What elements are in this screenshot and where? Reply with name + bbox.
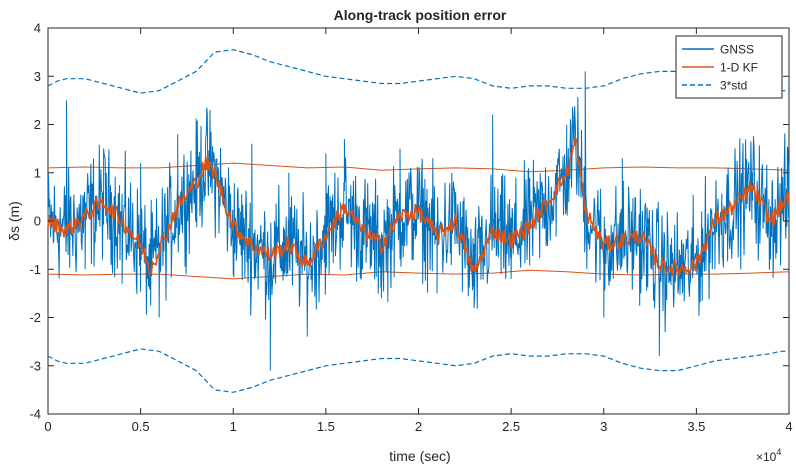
x-tick-label: 1.5 bbox=[317, 419, 335, 434]
x-exponent-label: ×104 bbox=[756, 447, 781, 464]
y-tick-label: 3 bbox=[34, 69, 41, 84]
axes-layer: 0 0.5 1 1.5 2 2.5 3 3.5 4 -4 -3 -2 -1 0 1 2 3 4 bbox=[29, 21, 792, 435]
kf-series-line bbox=[47, 137, 790, 278]
x-tick-label: 1 bbox=[230, 419, 237, 434]
three-std-upper-line bbox=[47, 49, 789, 94]
three-std-layer bbox=[47, 49, 789, 393]
y-tick-label: 0 bbox=[34, 214, 41, 229]
three-std-lower-line bbox=[47, 348, 789, 393]
legend-label: 1-D KF bbox=[720, 61, 758, 75]
x-tick-label: 3.5 bbox=[687, 419, 705, 434]
y-tick-label: 2 bbox=[34, 117, 41, 132]
x-axis-label: time (sec) bbox=[389, 448, 450, 464]
y-tick-label: -2 bbox=[29, 310, 41, 325]
x-tick-label: 0.5 bbox=[132, 419, 150, 434]
legend: GNSS 1-D KF 3*std bbox=[675, 35, 783, 99]
gnss-series-line bbox=[47, 71, 790, 371]
x-tick-label: 3 bbox=[600, 419, 607, 434]
x-tick-label: 2 bbox=[415, 419, 422, 434]
x-tick-label: 4 bbox=[785, 419, 792, 434]
kf-series-layer bbox=[47, 137, 790, 278]
y-tick-label: -4 bbox=[29, 407, 41, 422]
x-exponent-power: 4 bbox=[776, 447, 781, 457]
chart-title: Along-track position error bbox=[334, 7, 507, 23]
legend-label: 3*std bbox=[720, 79, 747, 93]
y-tick-label: -3 bbox=[29, 358, 41, 373]
x-tick-label: 0 bbox=[44, 419, 51, 434]
gnss-series-layer bbox=[47, 71, 790, 371]
x-tick-label: 2.5 bbox=[502, 419, 520, 434]
y-tick-label: 4 bbox=[34, 21, 41, 36]
legend-label: GNSS bbox=[720, 43, 754, 57]
y-axis-label: δs (m) bbox=[6, 201, 22, 241]
x-exponent-base: ×10 bbox=[756, 450, 777, 464]
y-tick-label: 1 bbox=[34, 165, 41, 180]
y-tick-label: -1 bbox=[29, 262, 41, 277]
